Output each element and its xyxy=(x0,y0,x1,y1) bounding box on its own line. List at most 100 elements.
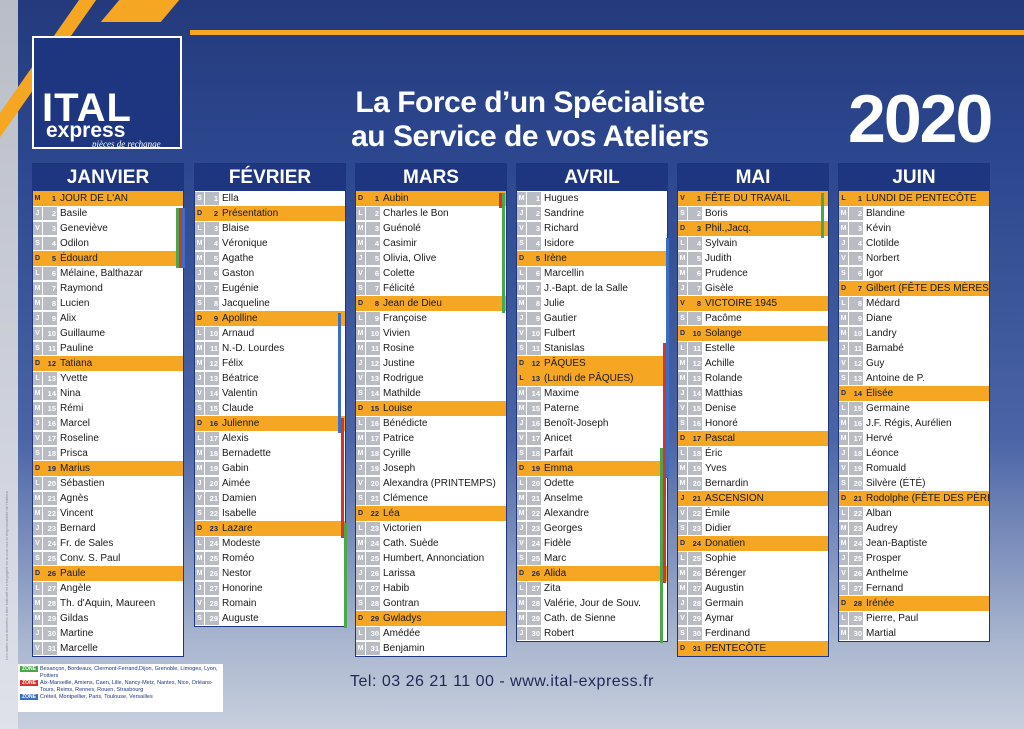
day-number: 10 xyxy=(366,327,380,340)
zone-a-holiday-bar xyxy=(660,448,663,643)
day-row: D 8 Jean de Dieu xyxy=(356,296,506,311)
day-number: 26 xyxy=(366,567,380,580)
day-number: 16 xyxy=(849,417,863,430)
day-number: 3 xyxy=(366,222,380,235)
day-row: M 3 Guénolé xyxy=(356,221,506,236)
footer-contact[interactable]: Tel: 03 26 21 11 00 - www.ital-express.f… xyxy=(350,673,654,690)
saint-name: Claude xyxy=(222,403,254,414)
weekday-letter: M xyxy=(33,507,42,520)
zone-a-holiday-bar xyxy=(502,193,505,313)
headline: La Force d’un Spécialiste au Service de … xyxy=(300,86,760,154)
day-row: J 20 Aimée xyxy=(195,476,345,491)
day-number: 30 xyxy=(527,627,541,640)
saint-name: Honoré xyxy=(705,418,738,429)
weekday-letter: M xyxy=(33,387,42,400)
day-row: M 22 Vincent xyxy=(33,506,183,521)
saint-name: Colette xyxy=(383,268,415,279)
saint-name: Tatiana xyxy=(60,358,93,369)
saint-name: Stanislas xyxy=(544,343,585,354)
weekday-letter: S xyxy=(678,522,687,535)
weekday-letter: V xyxy=(195,597,204,610)
day-row: L 17 Alexis xyxy=(195,431,345,446)
day-number: 29 xyxy=(849,612,863,625)
weekday-letter: L xyxy=(33,267,42,280)
saint-name: Damien xyxy=(222,493,257,504)
saint-name: Eugénie xyxy=(222,283,259,294)
day-row: J 7 Gisèle xyxy=(678,281,828,296)
saint-name: VICTOIRE 1945 xyxy=(705,298,778,309)
saint-name: (Lundi de PÂQUES) xyxy=(544,373,634,384)
month-title: FÉVRIER xyxy=(195,164,345,191)
weekday-letter: M xyxy=(356,537,365,550)
day-row: D 26 Alida xyxy=(517,566,667,581)
day-row: J 30 Robert xyxy=(517,626,667,641)
saint-name: Édouard xyxy=(60,253,98,264)
day-row: V 17 Roseline xyxy=(33,431,183,446)
day-row: J 2 Sandrine xyxy=(517,206,667,221)
weekday-letter: S xyxy=(356,387,365,400)
saint-name: Sylvain xyxy=(705,238,738,249)
day-number: 2 xyxy=(366,207,380,220)
day-row: S 4 Isidore xyxy=(517,236,667,251)
weekday-letter: L xyxy=(195,222,204,235)
day-number: 19 xyxy=(688,462,702,475)
day-number: 27 xyxy=(688,582,702,595)
weekday-letter: J xyxy=(195,372,204,385)
day-number: 11 xyxy=(366,342,380,355)
day-row: M 20 Bernardin xyxy=(678,476,828,491)
day-number: 6 xyxy=(205,267,219,280)
saint-name: Marius xyxy=(60,463,91,474)
saint-name: Irène xyxy=(544,253,567,264)
day-number: 29 xyxy=(527,612,541,625)
day-number: 3 xyxy=(688,222,702,235)
day-number: 29 xyxy=(688,612,702,625)
saint-name: Victorien xyxy=(383,523,422,534)
day-row: M 29 Gildas xyxy=(33,611,183,626)
day-number: 11 xyxy=(849,342,863,355)
weekday-letter: L xyxy=(517,582,526,595)
day-number: 8 xyxy=(43,297,57,310)
day-row: M 7 Raymond xyxy=(33,281,183,296)
day-row: J 26 Larissa xyxy=(356,566,506,581)
saint-name: Gautier xyxy=(544,313,577,324)
weekday-letter: S xyxy=(195,612,204,625)
saint-name: Alix xyxy=(60,313,77,324)
day-number: 27 xyxy=(43,582,57,595)
day-row: V 24 Fr. de Sales xyxy=(33,536,183,551)
weekday-letter: L xyxy=(517,267,526,280)
saint-name: Roseline xyxy=(60,433,99,444)
weekday-letter: D xyxy=(678,642,687,655)
day-number: 20 xyxy=(527,477,541,490)
day-number: 24 xyxy=(527,537,541,550)
saint-name: Bérenger xyxy=(705,568,747,579)
saint-name: Emma xyxy=(544,463,573,474)
saint-name: Agathe xyxy=(222,253,254,264)
side-note: Les dates sont données à titre indicatif… xyxy=(4,491,9,660)
saint-name: Blandine xyxy=(866,208,905,219)
zone-c-holiday-bar xyxy=(182,208,185,268)
saint-name: Hugues xyxy=(544,193,579,204)
saint-name: Gabin xyxy=(222,463,249,474)
zone-a-holiday-bar xyxy=(344,523,347,628)
weekday-letter: S xyxy=(33,552,42,565)
saint-name: Marcelle xyxy=(60,643,98,654)
day-row: S 13 Antoine de P. xyxy=(839,371,989,386)
weekday-letter: L xyxy=(678,237,687,250)
month-0: JANVIER M 1 JOUR DE L'AN J 2 Basile V 3 Geneviève… xyxy=(32,163,185,657)
weekday-letter: M xyxy=(195,357,204,370)
day-row: M 16 J.F. Régis, Aurélien xyxy=(839,416,989,431)
weekday-letter: V xyxy=(33,222,42,235)
day-number: 26 xyxy=(688,567,702,580)
saint-name: Prisca xyxy=(60,448,88,459)
day-row: L 2 Charles le Bon xyxy=(356,206,506,221)
day-row: D 15 Louise xyxy=(356,401,506,416)
saint-name: Léa xyxy=(383,508,400,519)
zone-c-holiday-bar xyxy=(666,238,669,478)
saint-name: Silvère (ÉTÉ) xyxy=(866,478,926,489)
day-row: D 12 Tatiana xyxy=(33,356,183,371)
day-row: V 7 Eugénie xyxy=(195,281,345,296)
day-number: 21 xyxy=(43,492,57,505)
day-number: 4 xyxy=(205,237,219,250)
saint-name: Ferdinand xyxy=(705,628,751,639)
day-number: 16 xyxy=(205,417,219,430)
